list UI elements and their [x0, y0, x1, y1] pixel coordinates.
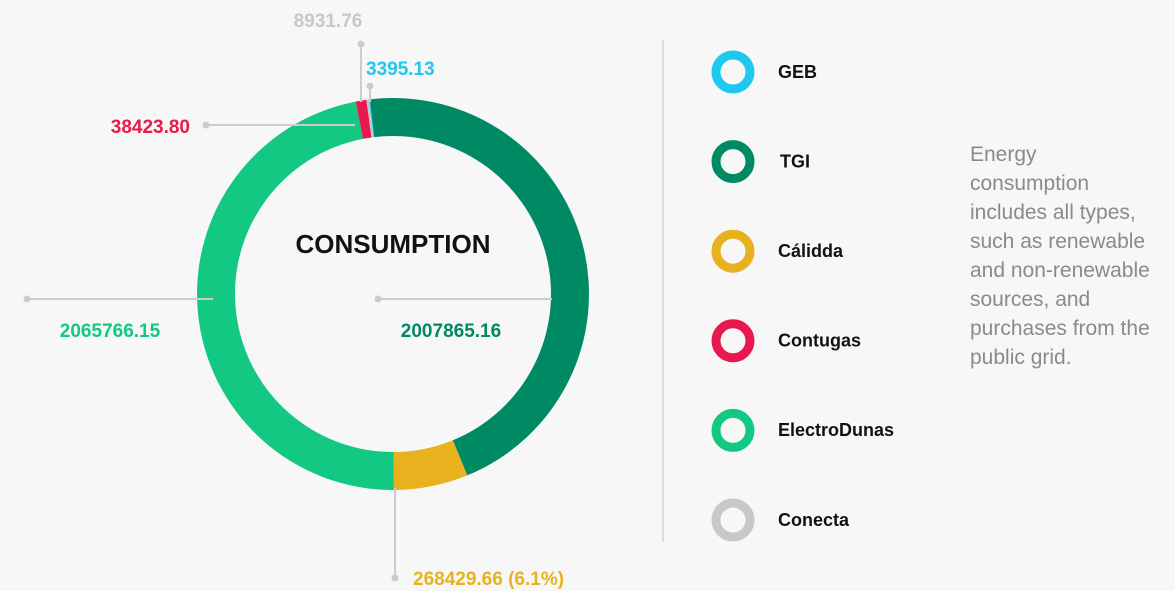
- data-label: 268429.66 (6.1%): [413, 569, 564, 590]
- leader-dot: [374, 295, 382, 303]
- leader-dot: [357, 40, 365, 48]
- legend-swatch: [711, 50, 755, 94]
- legend-swatch: [711, 140, 755, 184]
- legend-swatch: [711, 408, 755, 452]
- legend-label: Contugas: [778, 331, 861, 351]
- legend-swatch: [711, 229, 755, 273]
- leader-dot: [391, 574, 399, 582]
- legend-swatch: [711, 319, 755, 363]
- data-label: 2007865.16: [401, 321, 501, 342]
- legend-swatch: [711, 498, 755, 542]
- data-label: 3395.13: [366, 59, 435, 80]
- legend-label: TGI: [780, 151, 810, 171]
- donut-segment: [369, 98, 589, 476]
- donut-segment: [393, 440, 468, 490]
- donut-segment: [368, 99, 375, 138]
- leader-dot: [23, 295, 31, 303]
- donut-segment: [355, 99, 372, 139]
- donut-segment: [366, 99, 374, 138]
- legend-label: ElectroDunas: [778, 420, 894, 440]
- data-label: 8931.76: [294, 11, 363, 32]
- leader-dot: [202, 121, 210, 129]
- chart-title: CONSUMPTION: [296, 229, 491, 259]
- legend-label: Conecta: [778, 510, 850, 530]
- leader-dot: [366, 82, 374, 90]
- data-label: 2065766.15: [60, 321, 161, 342]
- donut-segment: [197, 101, 394, 490]
- data-label: 38423.80: [111, 117, 190, 138]
- legend-label: Cálidda: [778, 241, 844, 261]
- legend-label: GEB: [778, 62, 817, 82]
- note: Energy consumption includes all types, s…: [970, 143, 1150, 369]
